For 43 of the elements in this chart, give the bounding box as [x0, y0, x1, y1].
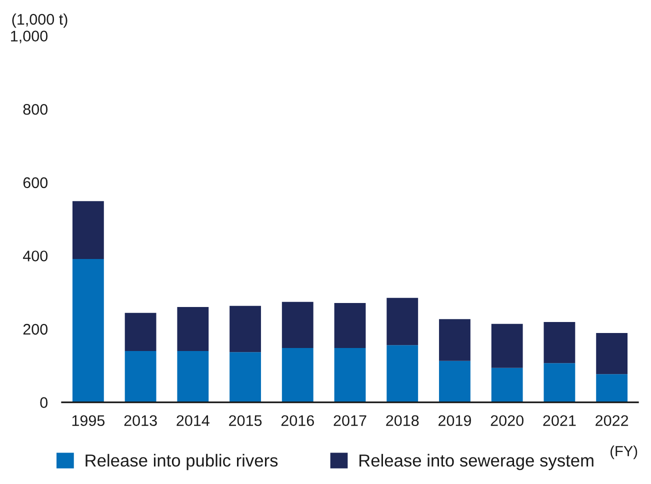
y-tick-label: 1,000: [11, 30, 48, 44]
x-tick-label: 2022: [596, 415, 628, 426]
bar: [596, 374, 628, 402]
bar: [282, 302, 314, 348]
text: (FY): [610, 446, 638, 460]
bar: [282, 348, 314, 402]
bar: [386, 345, 418, 402]
bar: [72, 201, 104, 260]
bar: [124, 350, 156, 402]
bar: [386, 298, 418, 346]
bar: [230, 306, 261, 352]
y-tick-label: 0: [40, 397, 48, 408]
bar: [230, 352, 261, 402]
x-tick-label: 2020: [490, 415, 524, 426]
bar: [439, 360, 470, 402]
y-tick-label: 800: [23, 104, 48, 115]
x-tick-label: 2013: [124, 415, 157, 426]
bar: [334, 302, 366, 348]
x-tick-label: 2017: [334, 415, 366, 426]
x-tick-label: 2018: [386, 415, 419, 426]
x-tick-label: 2014: [176, 415, 210, 426]
bar: [72, 259, 104, 402]
bar: [596, 333, 628, 374]
bar: [544, 322, 576, 364]
y-tick-label: 600: [23, 177, 48, 188]
bar: [491, 368, 523, 402]
bar: [124, 312, 156, 351]
bar: [544, 363, 576, 402]
bar: [177, 307, 209, 351]
x-tick-label: 2019: [438, 415, 471, 426]
x-tick-label: 2016: [281, 415, 314, 426]
bar: [177, 350, 209, 402]
bar: [439, 319, 470, 361]
bar: [491, 324, 523, 368]
legend-label: Release into sewerage system: [360, 454, 594, 470]
y-axis-title: (1,000 t): [12, 14, 68, 28]
bar: [334, 348, 366, 402]
y-tick-label: 400: [22, 250, 48, 262]
x-tick-label: 1995: [72, 415, 105, 426]
y-tick-label: 200: [23, 324, 48, 335]
x-tick-label: 2021: [543, 415, 576, 426]
x-tick-label: 2015: [229, 415, 262, 426]
legend-label: Release into public rivers: [86, 454, 278, 470]
